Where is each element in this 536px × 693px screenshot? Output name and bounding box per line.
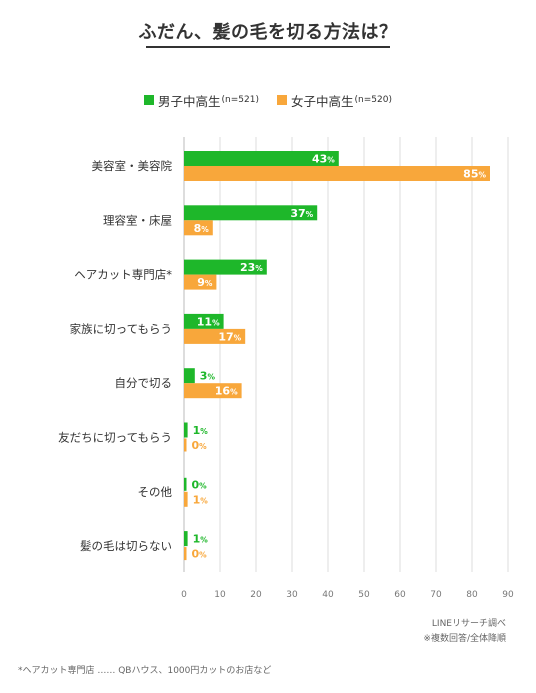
title-underline — [146, 46, 390, 48]
bar-male-1 — [184, 205, 318, 221]
data-label-male-6: 0% — [192, 478, 208, 491]
footnote: *ヘアカット専門店 …… QBハウス、1000円カットのお店など — [18, 666, 272, 676]
x-tick-label-80: 80 — [466, 590, 478, 600]
data-label-male-5: 1% — [193, 424, 209, 437]
category-label-5: 友だちに切ってもらう — [58, 431, 172, 445]
chart-title: ふだん、髪の毛を切る方法は？ — [138, 22, 398, 43]
bar-female-1 — [184, 220, 213, 236]
data-label-female-6: 1% — [193, 493, 209, 506]
source-note: LINEリサーチ調べ ※複数回答/全体降順 — [423, 617, 506, 647]
category-label-3: 家族に切ってもらう — [70, 322, 172, 336]
category-label-7: 髪の毛は切らない — [80, 539, 172, 553]
legend-n-female: (n=520) — [354, 95, 392, 105]
category-label-0: 美容室・美容院 — [92, 159, 173, 173]
data-label-male-3: 11% — [197, 315, 220, 328]
data-label-male-2: 23% — [240, 261, 263, 274]
legend: 男子中高生 (n=521) 女子中高生 (n=520) — [0, 91, 536, 110]
data-label-male-4: 3% — [200, 370, 216, 383]
category-label-2: ヘアカット専門店* — [74, 268, 172, 282]
data-label-male-0: 43% — [312, 153, 335, 166]
legend-n-male: (n=521) — [221, 95, 259, 105]
bar-female-5 — [184, 438, 187, 452]
x-tick-label-30: 30 — [286, 590, 298, 600]
bar-female-3 — [184, 328, 246, 344]
x-tick-label-40: 40 — [322, 590, 334, 600]
bar-male-7 — [184, 531, 188, 547]
x-tick-label-0: 0 — [181, 590, 187, 600]
data-label-female-3: 17% — [218, 330, 241, 343]
bar-female-6 — [184, 491, 188, 507]
x-tick-label-10: 10 — [214, 590, 226, 600]
x-tick-label-20: 20 — [250, 590, 262, 600]
data-label-female-4: 16% — [215, 385, 238, 398]
bar-male-2 — [184, 259, 267, 275]
x-tick-label-60: 60 — [394, 590, 406, 600]
legend-label-male: 男子中高生 — [158, 93, 221, 109]
legend-item-female: 女子中高生 (n=520) — [277, 91, 392, 110]
bar-female-7 — [184, 547, 187, 561]
source-line-2: ※複数回答/全体降順 — [423, 634, 506, 644]
data-label-female-5: 0% — [192, 439, 208, 452]
legend-swatch-male — [144, 95, 155, 105]
bar-female-0 — [184, 166, 490, 181]
source-line-1: LINEリサーチ調べ — [431, 619, 506, 629]
bar-male-0 — [184, 151, 339, 166]
x-tick-label-70: 70 — [430, 590, 442, 600]
data-label-female-2: 9% — [197, 276, 213, 289]
legend-swatch-female — [277, 95, 287, 105]
bar-male-5 — [184, 422, 188, 438]
category-label-1: 理容室・床屋 — [103, 213, 172, 227]
x-tick-label-90: 90 — [502, 590, 514, 600]
bar-male-3 — [184, 313, 224, 329]
bar-female-2 — [184, 274, 217, 290]
bar-male-4 — [184, 368, 195, 384]
category-label-4: 自分で切る — [115, 376, 173, 390]
category-label-6: その他 — [138, 485, 173, 499]
bar-male-6 — [184, 477, 187, 491]
legend-item-male: 男子中高生 (n=521) — [144, 91, 259, 110]
data-label-female-0: 85% — [463, 168, 486, 181]
legend-label-female: 女子中高生 — [291, 93, 354, 109]
x-tick-label-50: 50 — [358, 590, 370, 600]
data-label-male-7: 1% — [193, 533, 209, 546]
data-label-female-7: 0% — [192, 548, 208, 561]
data-label-male-1: 37% — [290, 207, 313, 220]
bar-female-4 — [184, 383, 242, 399]
data-label-female-1: 8% — [194, 222, 210, 235]
